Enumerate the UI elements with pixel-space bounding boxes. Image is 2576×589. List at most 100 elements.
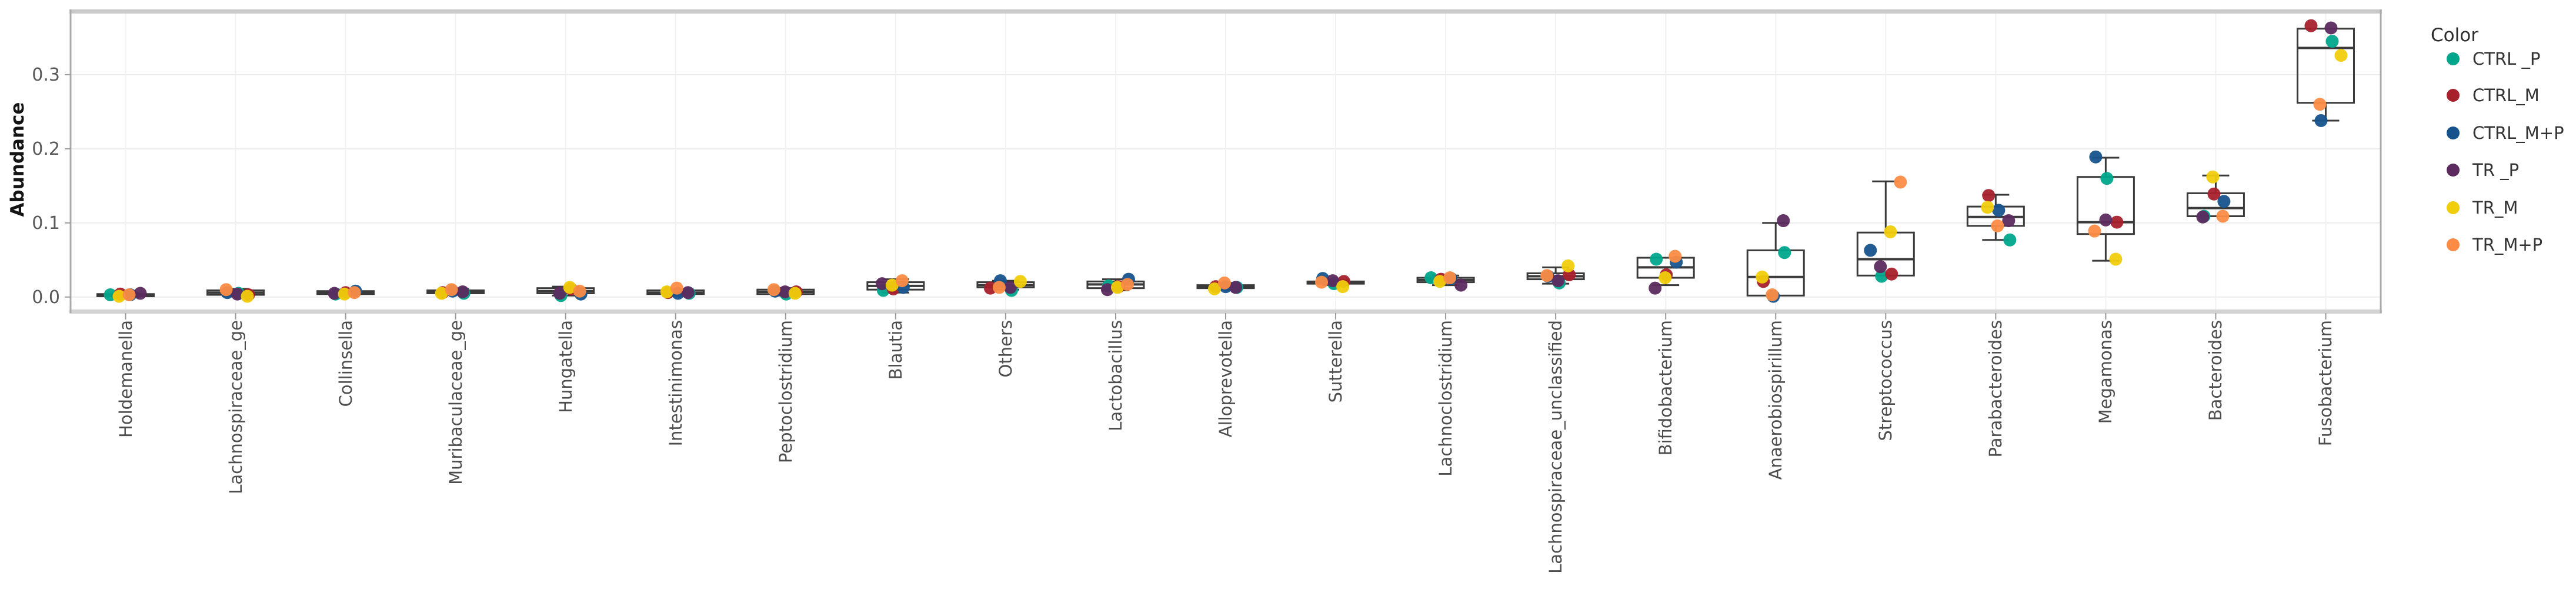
data-point-TR_P xyxy=(2196,210,2210,224)
data-point-TR_P xyxy=(1649,281,1662,295)
data-point-TR_M xyxy=(1110,281,1124,294)
data-point-CTRL_M+P xyxy=(1992,204,2006,217)
data-point-TR_P xyxy=(2324,21,2338,35)
x-tick-label: Sutterella xyxy=(1326,320,1346,403)
x-tick-label: Holdemanella xyxy=(115,320,136,438)
legend-title: Color xyxy=(2431,25,2478,46)
data-point-TR_M+P xyxy=(1218,276,1231,289)
legend-item: CTRL_M+P xyxy=(2447,123,2564,143)
data-point-TR_M+P xyxy=(1894,175,1907,189)
x-tick-label: Hungatella xyxy=(555,320,576,413)
data-point-TR_M+P xyxy=(1991,219,2004,232)
data-point-TR_P xyxy=(2099,213,2113,227)
x-tick-label: Lactobacillus xyxy=(1105,320,1126,431)
data-point-TR_M+P xyxy=(670,281,683,295)
data-point-CTRL_P xyxy=(2003,233,2017,247)
data-point-TR_M xyxy=(788,287,802,300)
x-tick-label: Anaerobiospirillum xyxy=(1766,320,1786,480)
data-point-TR_P xyxy=(1874,260,1887,274)
data-point-TR_M+P xyxy=(767,283,780,297)
data-point-TR_M+P xyxy=(2088,224,2101,238)
data-point-TR_P xyxy=(231,287,244,301)
legend-item-label: CTRL_M xyxy=(2472,85,2540,105)
data-point-TR_M+P xyxy=(445,283,458,297)
data-point-CTRL_P xyxy=(1778,246,1791,259)
data-point-TR_M+P xyxy=(992,281,1006,294)
data-point-CTRL_P xyxy=(1650,252,1663,266)
data-point-TR_P xyxy=(875,277,889,291)
y-tick-label: 0.0 xyxy=(32,287,60,308)
data-point-TR_M+P xyxy=(1315,275,1329,289)
legend-item: TR_M xyxy=(2447,198,2518,218)
x-tick-label: Parabacteroides xyxy=(1986,320,2006,458)
data-point-TR_M+P xyxy=(895,274,909,288)
legend-dot-icon xyxy=(2447,127,2460,139)
data-point-TR_M+P xyxy=(2216,209,2230,223)
x-tick-label: Megamonas xyxy=(2095,320,2116,424)
data-point-TR_M+P xyxy=(122,288,136,302)
data-point-TR_P xyxy=(328,287,341,300)
data-point-TR_M xyxy=(338,287,351,301)
data-point-TR_M xyxy=(2206,170,2220,184)
data-point-TR_P xyxy=(134,287,147,300)
data-point-TR_P xyxy=(456,285,469,298)
x-tick-label: Intestinimonas xyxy=(665,320,686,447)
data-point-TR_M+P xyxy=(1766,288,1779,302)
data-point-TR_M+P xyxy=(1669,249,1682,263)
legend-item-label: TR _P xyxy=(2472,160,2520,180)
legend-item-label: CTRL_M+P xyxy=(2472,123,2564,143)
data-point-TR_M xyxy=(2334,49,2348,62)
data-point-TR_M xyxy=(1433,275,1447,288)
data-point-CTRL_M+P xyxy=(2314,114,2328,127)
data-point-CTRL_P xyxy=(2325,35,2339,48)
legend-dot-icon xyxy=(2447,164,2460,177)
data-point-TR_P xyxy=(1777,214,1790,228)
data-point-TR_M+P xyxy=(573,284,586,298)
y-tick-label: 0.1 xyxy=(32,213,60,234)
data-point-TR_M xyxy=(1981,201,1994,214)
data-point-TR_M xyxy=(1208,282,1221,295)
x-tick-label: Lachnoclostridium xyxy=(1436,320,1456,477)
x-tick-label: Alloprevotella xyxy=(1216,320,1236,438)
x-tick-label: Lachnospiraceae_unclassified xyxy=(1546,320,1566,574)
data-point-TR_M xyxy=(1659,271,1672,285)
legend-item: CTRL _P xyxy=(2447,49,2540,69)
data-point-TR_M+P xyxy=(2313,98,2327,111)
legend-dot-icon xyxy=(2447,201,2460,214)
data-point-CTRL_M+P xyxy=(2217,195,2231,208)
x-tick-label: Bacteroides xyxy=(2205,320,2226,421)
x-tick-label: Fusobacterium xyxy=(2315,320,2336,447)
data-point-CTRL_M+P xyxy=(2089,150,2103,164)
x-tick-label: Bifidobacterium xyxy=(1656,320,1676,456)
data-point-CTRL_M xyxy=(2110,215,2124,229)
data-point-TR_M xyxy=(2109,252,2123,266)
x-tick-label: Lachnospiraceae_ge xyxy=(225,320,246,494)
x-tick-label: Muribaculaceae_ge xyxy=(445,320,466,485)
data-point-CTRL_M xyxy=(1982,189,1996,202)
data-point-TR_P xyxy=(1229,281,1242,294)
panel-top-border xyxy=(69,9,2382,14)
legend-item-label: TR_M+P xyxy=(2472,235,2543,255)
data-point-TR_M+P xyxy=(219,283,233,297)
data-point-TR_M xyxy=(112,289,126,303)
data-point-TR_P xyxy=(1003,281,1017,294)
data-point-TR_M xyxy=(241,289,254,303)
data-point-CTRL_P xyxy=(2100,172,2114,185)
data-point-TR_P xyxy=(1454,278,1468,292)
x-tick-label: Blautia xyxy=(885,320,906,380)
data-point-TR_P xyxy=(1326,274,1340,288)
legend-item: CTRL_M xyxy=(2447,85,2540,105)
x-tick-label: Streptococcus xyxy=(1876,320,1896,441)
data-point-TR_M xyxy=(1561,259,1575,272)
panel-bottom-border xyxy=(69,310,2382,314)
data-point-TR_P xyxy=(1100,283,1114,297)
data-point-TR_M+P xyxy=(348,286,361,300)
data-point-TR_M xyxy=(563,281,576,294)
y-axis-title: Abundance xyxy=(7,102,28,217)
y-tick-label: 0.3 xyxy=(32,65,60,85)
data-point-TR_M xyxy=(660,285,673,298)
legend-item-label: TR_M xyxy=(2472,198,2518,218)
data-point-TR_M xyxy=(435,287,448,300)
